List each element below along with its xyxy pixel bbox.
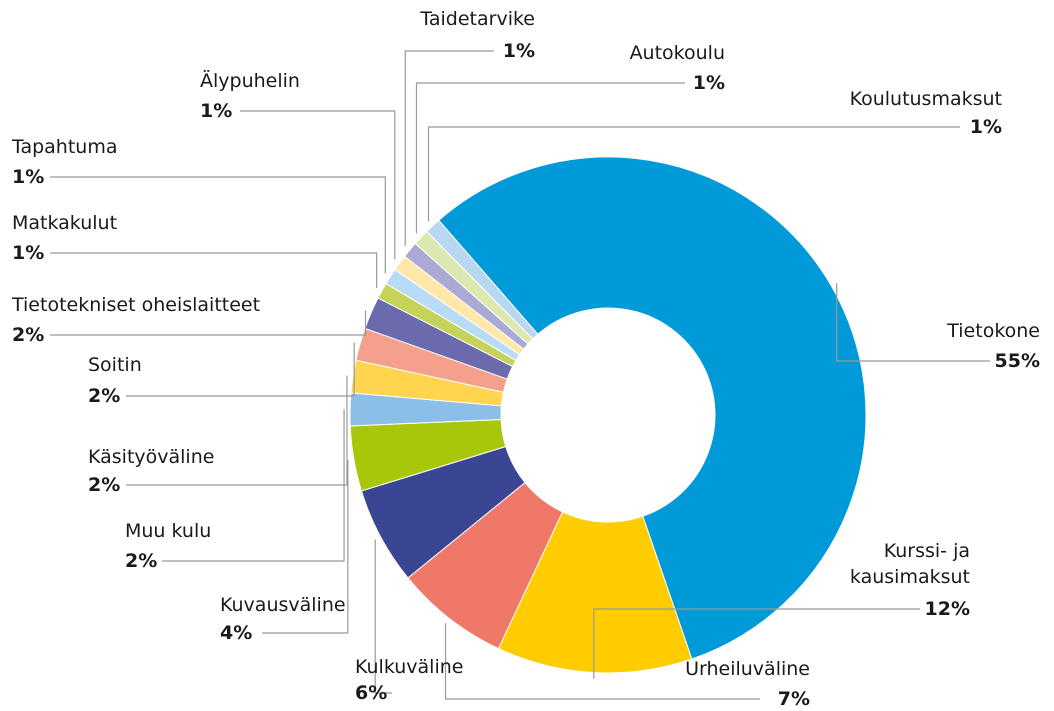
leader-line (126, 375, 348, 486)
donut-slice (497, 511, 693, 674)
slice-label: Taidetarvike (420, 8, 535, 30)
slice-label: Koulutusmaksut (849, 88, 1002, 110)
leader-line (593, 608, 920, 679)
slice-label: Tapahtuma (12, 136, 118, 158)
leader-line (50, 176, 386, 274)
slice-label: Tietotekniset oheislaitteet (12, 294, 261, 316)
leader-line (162, 409, 345, 562)
donut-slice (438, 156, 867, 660)
slice-label: Muu kulu (125, 520, 212, 542)
value-label: 7% (777, 688, 810, 710)
value-label: 55% (994, 350, 1040, 372)
leader-line (415, 82, 685, 234)
value-label: 2% (88, 385, 121, 407)
slice-label: Älypuhelin (200, 70, 300, 92)
value-label: 1% (692, 72, 725, 94)
value-label: 1% (12, 242, 45, 264)
slice-label: Kurssi- ja kausimaksut (849, 540, 970, 588)
leader-line (126, 342, 355, 397)
value-label: 1% (502, 40, 535, 62)
leader-line (50, 252, 378, 288)
value-label: 1% (969, 116, 1002, 138)
leader-line (50, 310, 367, 336)
slice-label: Autokoulu (629, 42, 725, 64)
leader-line (262, 459, 349, 634)
value-label: 12% (924, 598, 970, 620)
leader-line (240, 110, 396, 260)
value-label: 2% (125, 550, 158, 572)
slice-label: Tietokone (947, 320, 1040, 342)
slice-label: Käsityöväline (88, 446, 215, 468)
value-label: 2% (88, 474, 121, 496)
slice-label: Kuvausväline (220, 594, 346, 616)
value-label: 6% (355, 682, 388, 704)
donut-slice (425, 219, 539, 340)
slice-label: Soitin (88, 354, 142, 376)
leader-line (444, 623, 760, 700)
leader-line (374, 539, 392, 694)
slice-label: Kulkuväline (355, 656, 464, 678)
slice-label: Matkakulut (12, 212, 118, 234)
value-label: 1% (200, 100, 233, 122)
leader-line (427, 126, 960, 222)
value-label: 1% (12, 166, 45, 188)
leader-line (836, 283, 990, 362)
slice-label: Urheiluväline (685, 658, 810, 680)
leader-line (404, 50, 494, 246)
value-label: 4% (220, 622, 253, 644)
value-label: 2% (12, 324, 45, 346)
